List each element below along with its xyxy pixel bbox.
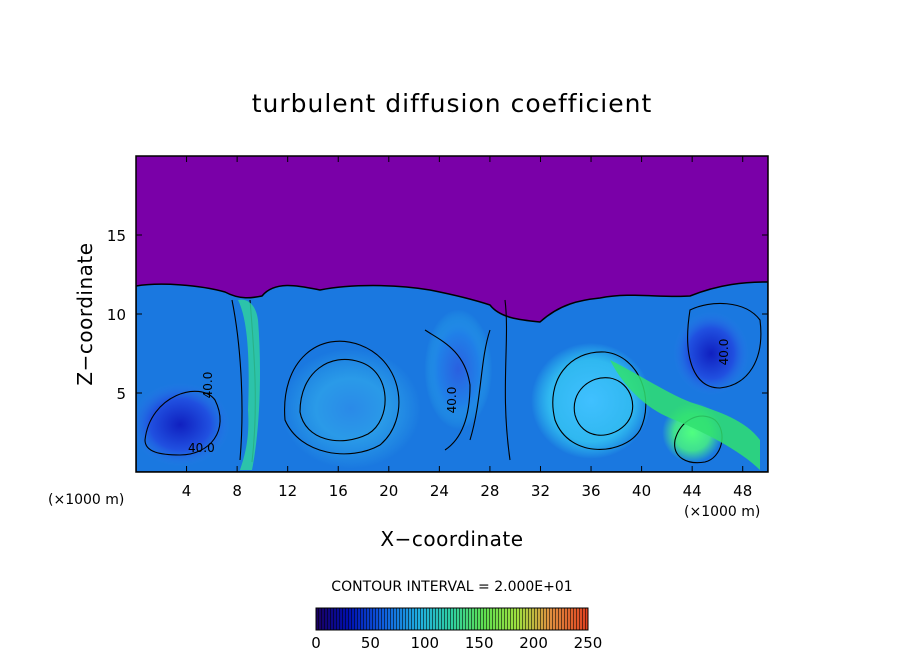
eddy-region	[531, 342, 652, 459]
plot-area	[136, 156, 768, 472]
colorbar-tick-label: 150	[465, 634, 494, 652]
x-tick-label: 20	[379, 482, 398, 500]
colorbar-tick-label: 0	[311, 634, 321, 652]
colorbar-lines	[316, 608, 588, 630]
x-unit-right: (×1000 m)	[684, 504, 760, 520]
eddy-region	[136, 382, 231, 467]
x-tick-label: 44	[683, 482, 702, 500]
y-tick-label: 5	[116, 385, 126, 403]
colorbar-tick-label: 200	[519, 634, 548, 652]
contour-label: 40.0	[445, 387, 459, 414]
x-tick-label: 48	[733, 482, 752, 500]
y-axis-ticks: 5 10 15	[107, 227, 768, 403]
x-tick-label: 28	[480, 482, 499, 500]
x-tick-label: 8	[232, 482, 242, 500]
contour-label: 40.0	[717, 339, 731, 366]
colorbar-tick-label: 250	[574, 634, 603, 652]
colorbar-frame	[315, 607, 589, 631]
chart-title: turbulent diffusion coefficient	[252, 89, 653, 118]
y-tick-label: 15	[107, 227, 126, 245]
colorbar-tick-label: 100	[410, 634, 439, 652]
eddy-region	[424, 309, 493, 430]
eddy-region	[280, 348, 421, 469]
x-tick-label: 12	[278, 482, 297, 500]
x-axis-label: X−coordinate	[380, 527, 523, 551]
x-axis-ticks: 4 8 12 16 20 24 28 32 36 40 44 48	[182, 156, 752, 500]
x-tick-label: 36	[581, 482, 600, 500]
eddy-region	[673, 311, 750, 396]
contour-label-group: 40.0 40.0 40.0 40.0	[188, 339, 731, 455]
x-unit-left: (×1000 m)	[48, 492, 124, 508]
colorbar-tick-label: 50	[361, 634, 380, 652]
colorbar-ticks: 0 50 100 150 200 250	[311, 634, 602, 652]
x-tick-label: 40	[632, 482, 651, 500]
x-tick-label: 16	[329, 482, 348, 500]
contour-label: 40.0	[201, 372, 215, 399]
shear-zone-left	[238, 299, 260, 470]
y-tick-label: 10	[107, 306, 126, 324]
x-tick-label: 4	[182, 482, 192, 500]
contour-label: 40.0	[188, 441, 215, 455]
shear-zone-right	[610, 360, 760, 470]
y-axis-label: Z−coordinate	[73, 242, 97, 385]
x-tick-label: 32	[531, 482, 550, 500]
contour-interval-text: CONTOUR INTERVAL = 2.000E+01	[331, 579, 572, 595]
x-tick-label: 24	[430, 482, 449, 500]
